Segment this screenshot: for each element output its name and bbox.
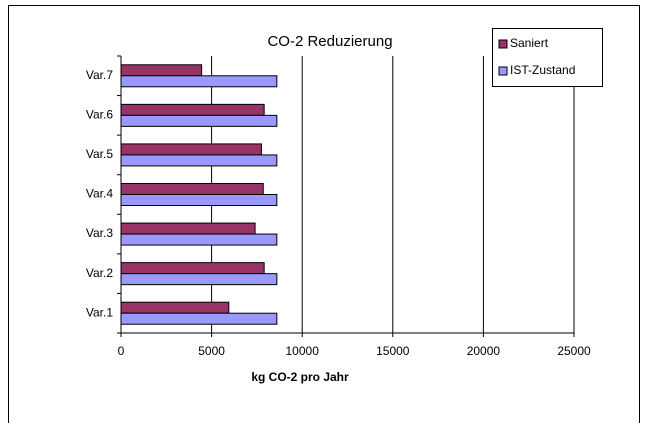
legend-label: Saniert bbox=[510, 36, 549, 50]
bar bbox=[120, 64, 203, 77]
y-tick-label: Var.4 bbox=[86, 187, 113, 201]
legend-swatch bbox=[498, 39, 508, 49]
bar bbox=[120, 262, 265, 275]
legend-label: IST-Zustand bbox=[510, 63, 575, 77]
bar bbox=[120, 301, 230, 314]
y-tick-label: Var.5 bbox=[86, 147, 113, 161]
y-tick-label: Var.1 bbox=[86, 305, 113, 319]
bar bbox=[120, 103, 265, 116]
y-tick-label: Var.2 bbox=[86, 266, 113, 280]
x-tick-label: 5000 bbox=[198, 344, 225, 358]
x-tick-label: 0 bbox=[118, 344, 125, 358]
chart-title: CO-2 Reduzierung bbox=[267, 33, 392, 50]
bar bbox=[120, 183, 264, 195]
x-tick-label: 10000 bbox=[286, 344, 320, 358]
bar bbox=[120, 114, 278, 127]
x-tick-label: 20000 bbox=[467, 344, 501, 358]
x-tick-label: 25000 bbox=[557, 344, 591, 358]
legend-swatch bbox=[498, 66, 508, 76]
y-tick-label: Var.3 bbox=[86, 226, 113, 240]
legend-box bbox=[492, 28, 603, 87]
bar bbox=[120, 222, 256, 235]
y-tick-label: Var.7 bbox=[86, 68, 113, 82]
x-tick-label: 15000 bbox=[376, 344, 410, 358]
bar bbox=[120, 75, 278, 88]
bar bbox=[120, 194, 278, 206]
x-axis-label: kg CO-2 pro Jahr bbox=[251, 370, 349, 384]
y-tick-label: Var.6 bbox=[86, 108, 113, 122]
bar bbox=[120, 143, 262, 156]
bar bbox=[120, 312, 278, 325]
bar bbox=[120, 154, 278, 167]
bar bbox=[120, 273, 278, 286]
bar bbox=[120, 233, 278, 246]
